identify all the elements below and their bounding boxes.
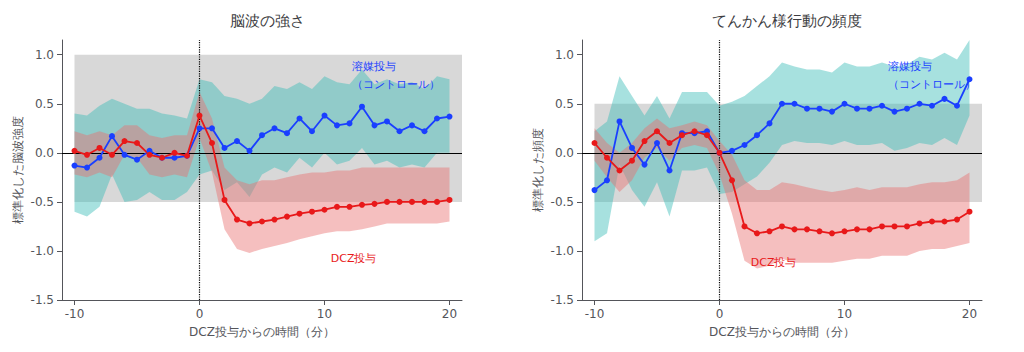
svg-text:DCZ投与: DCZ投与 [331, 252, 377, 265]
svg-text:てんかん様行動の頻度: てんかん様行動の頻度 [712, 12, 862, 30]
svg-text:1.0: 1.0 [35, 48, 54, 62]
svg-text:0.0: 0.0 [35, 146, 54, 160]
svg-text:-0.5: -0.5 [31, 195, 54, 209]
svg-text:溶媒投与: 溶媒投与 [352, 60, 396, 73]
svg-text:溶媒投与: 溶媒投与 [888, 60, 932, 73]
svg-text:0.5: 0.5 [35, 97, 54, 111]
svg-text:0: 0 [716, 307, 724, 321]
svg-text:0.0: 0.0 [555, 146, 574, 160]
svg-text:-1.0: -1.0 [31, 244, 54, 258]
svg-text:1.0: 1.0 [555, 48, 574, 62]
svg-text:-1.5: -1.5 [551, 293, 574, 307]
svg-text:標準化した脳波強度: 標準化した脳波強度 [11, 116, 25, 224]
svg-text:10: 10 [837, 307, 852, 321]
svg-text:脳波の強さ: 脳波の強さ [230, 12, 305, 30]
svg-text:（コントロール）: （コントロール） [352, 78, 440, 91]
svg-text:0.5: 0.5 [555, 97, 574, 111]
svg-text:-10: -10 [585, 307, 605, 321]
svg-text:0: 0 [196, 307, 204, 321]
svg-text:-1.5: -1.5 [31, 293, 54, 307]
svg-text:-1.0: -1.0 [551, 244, 574, 258]
svg-text:20: 20 [962, 307, 977, 321]
svg-text:DCZ投与からの時間（分）: DCZ投与からの時間（分） [709, 325, 855, 339]
svg-text:DCZ投与からの時間（分）: DCZ投与からの時間（分） [189, 325, 335, 339]
svg-text:20: 20 [442, 307, 457, 321]
svg-text:標準化した頻度: 標準化した頻度 [531, 128, 545, 212]
svg-text:10: 10 [317, 307, 332, 321]
svg-text:（コントロール）: （コントロール） [888, 78, 976, 91]
svg-text:-0.5: -0.5 [551, 195, 574, 209]
svg-text:DCZ投与: DCZ投与 [751, 256, 797, 269]
svg-text:-10: -10 [65, 307, 85, 321]
